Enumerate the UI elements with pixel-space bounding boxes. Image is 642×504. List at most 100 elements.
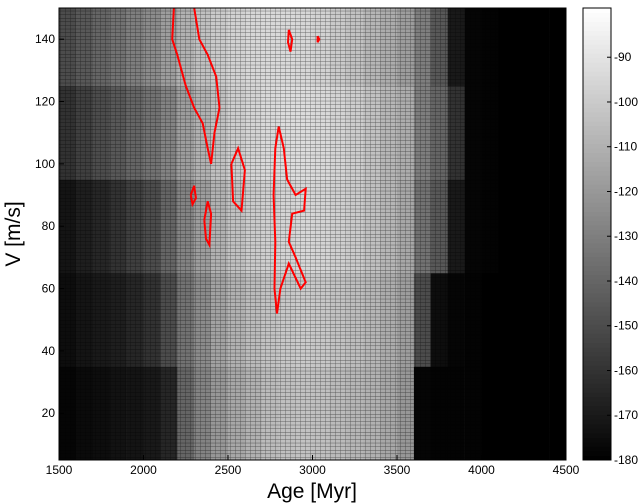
colorbar-step [583,437,611,443]
colorbar-step [583,455,611,461]
colorbar-step [583,166,611,172]
colorbar-step [583,333,611,339]
colorbar-step [583,288,611,294]
x-tick-label: 3000 [299,463,326,477]
colorbar-step [583,387,611,393]
colorbar-step [583,39,611,45]
colorbar-step [583,139,611,145]
colorbar-step [583,66,611,72]
colorbar-step [583,324,611,330]
colorbar-step [583,234,611,240]
colorbar-step [583,351,611,357]
colorbar-step [583,229,611,235]
colorbar-step [583,292,611,298]
colorbar-step [583,116,611,122]
colorbar-step [583,71,611,77]
colorbar-step [583,369,611,375]
colorbar-tick-label: -90 [614,50,632,64]
colorbar-step [583,161,611,167]
colorbar-step [583,405,611,411]
colorbar-step [583,215,611,221]
colorbar-tick-label: -180 [614,453,638,467]
colorbar-step [583,211,611,217]
colorbar-step [583,26,611,32]
colorbar-step [583,252,611,258]
colorbar-step [583,328,611,334]
colorbar-step [583,8,611,14]
x-tick-label: 4500 [553,463,580,477]
colorbar-step [583,98,611,104]
colorbar-tick-label: -150 [614,319,638,333]
colorbar-step [583,84,611,90]
contour [189,185,197,208]
colorbar-step [583,419,611,425]
colorbar-step [583,179,611,185]
colorbar-step [583,360,611,366]
colorbar-step [583,279,611,285]
x-tick-label: 4000 [468,463,495,477]
colorbar-step [583,175,611,181]
colorbar-step [583,53,611,59]
colorbar-step [583,383,611,389]
colorbar-step [583,270,611,276]
colorbar-step [583,157,611,163]
colorbar-step [583,297,611,303]
colorbar-step [583,428,611,434]
colorbar-step [583,310,611,316]
colorbar-step [583,224,611,230]
colorbar-step [583,143,611,149]
colorbar-step [583,134,611,140]
colorbar-step [583,374,611,380]
y-axis-label: V [m/s] [2,201,25,266]
colorbar-step [583,315,611,321]
contour [286,29,294,52]
colorbar-step [583,450,611,456]
colorbar-step [583,347,611,353]
colorbar-step [583,48,611,54]
y-tick-label: 60 [42,282,56,296]
colorbar-step [583,188,611,194]
colorbar-step [583,93,611,99]
colorbar-tick-label: -100 [614,95,638,109]
contour [272,126,307,314]
colorbar-step [583,202,611,208]
overlay [171,7,321,314]
contour [316,35,321,43]
colorbar-step [583,256,611,262]
colorbar-step [583,170,611,176]
y-tick-label: 20 [42,406,56,420]
colorbar-tick-label: -120 [614,184,638,198]
colorbar-step [583,401,611,407]
y-tick-label: 140 [35,32,55,46]
contour [230,145,246,213]
colorbar-step [583,261,611,267]
colorbar-tick-label: -160 [614,363,638,377]
colorbar-step [583,89,611,95]
colorbar-step [583,392,611,398]
colorbar-step [583,274,611,280]
contour [203,201,213,249]
colorbar-step [583,265,611,271]
colorbar-step [583,184,611,190]
mesh-overlay [59,8,566,460]
colorbar-step [583,80,611,86]
colorbar-frame [582,7,612,461]
x-tick-label: 1500 [46,463,73,477]
colorbar-step [583,197,611,203]
colorbar-step [583,75,611,81]
colorbar-step [583,111,611,117]
colorbar-step [583,152,611,158]
colorbar-step [583,441,611,447]
colorbar-step [583,57,611,63]
colorbar-step [583,410,611,416]
colorbar-step [583,30,611,36]
colorbar-step [583,301,611,307]
colorbar-step [583,62,611,68]
y-tick-label: 120 [35,95,55,109]
colorbar-step [583,238,611,244]
colorbar-step [583,121,611,127]
y-tick-label: 80 [42,219,56,233]
colorbar-step [583,247,611,253]
colorbar-step [583,102,611,108]
colorbar-step [583,35,611,41]
